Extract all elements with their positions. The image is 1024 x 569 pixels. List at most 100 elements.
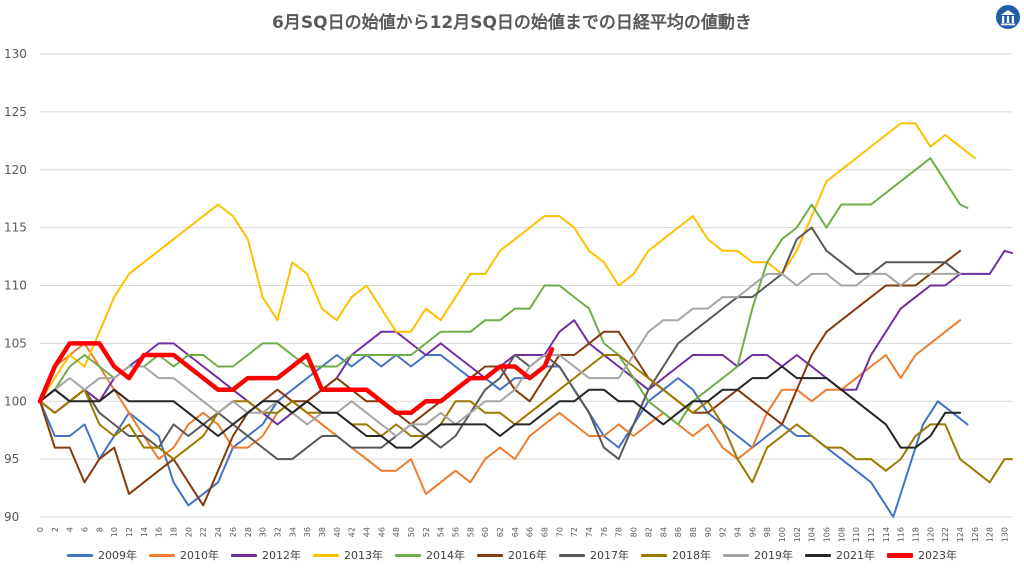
x-axis-ticks: 0 2 4 6 8 10 12 14 16 18 20 22 24 26 28 30 32 34 36 38 40 42 4… — [36, 527, 1010, 542]
x-tick-label: 122 — [941, 527, 950, 542]
x-tick-label: 18 — [170, 527, 179, 537]
legend-item: 2023年 — [887, 547, 957, 563]
x-tick-label: 28 — [244, 527, 253, 537]
x-tick-label: 20 — [184, 527, 193, 537]
legend-item: 2012年 — [231, 547, 301, 563]
x-tick-label: 64 — [511, 527, 520, 537]
grid-lines — [40, 53, 1012, 518]
x-tick-label: 126 — [971, 527, 980, 542]
x-tick-label: 118 — [912, 527, 921, 542]
series-line-7 — [39, 354, 1013, 484]
x-tick-label: 12 — [125, 527, 134, 537]
legend-swatch — [805, 553, 831, 557]
legend-label: 2023年 — [918, 549, 957, 562]
x-tick-label: 56 — [452, 527, 461, 537]
y-tick-label: 125 — [4, 105, 27, 119]
legend-item: 2021年 — [805, 547, 875, 563]
legend-label: 2016年 — [508, 549, 547, 562]
x-tick-label: 30 — [259, 527, 268, 537]
x-tick-label: 6 — [81, 527, 90, 532]
series-line-4 — [39, 157, 969, 426]
x-tick-label: 42 — [348, 527, 357, 537]
x-tick-label: 34 — [288, 527, 297, 537]
series-line-2 — [39, 249, 1013, 426]
legend-label: 2019年 — [754, 549, 793, 562]
x-tick-label: 32 — [273, 527, 282, 537]
x-tick-label: 72 — [570, 527, 579, 537]
x-tick-label: 24 — [214, 527, 223, 537]
x-tick-label: 54 — [437, 527, 446, 537]
legend-label: 2013年 — [344, 549, 383, 562]
x-tick-label: 110 — [852, 527, 861, 542]
x-tick-label: 94 — [733, 527, 742, 537]
x-tick-label: 26 — [229, 527, 238, 537]
y-tick-label: 95 — [4, 452, 19, 466]
y-tick-label: 115 — [4, 221, 27, 235]
x-tick-label: 128 — [986, 527, 995, 542]
series-lines — [37, 122, 1013, 518]
x-tick-label: 74 — [585, 527, 594, 537]
series-line-8 — [39, 272, 962, 437]
x-tick-label: 120 — [926, 527, 935, 542]
x-tick-label: 66 — [526, 527, 535, 537]
x-tick-label: 88 — [689, 527, 698, 537]
legend-item: 2014年 — [395, 547, 465, 563]
legend-item: 2016年 — [477, 547, 547, 563]
legend-item: 2018年 — [641, 547, 711, 563]
x-tick-label: 60 — [481, 527, 490, 537]
x-tick-label: 52 — [422, 527, 431, 537]
series-line-3 — [39, 122, 976, 403]
x-tick-label: 98 — [763, 527, 772, 537]
legend-label: 2014年 — [426, 549, 465, 562]
x-tick-label: 44 — [362, 527, 371, 537]
legend-item: 2009年 — [67, 547, 137, 563]
legend-label: 2017年 — [590, 549, 629, 562]
legend-swatch — [887, 552, 913, 558]
x-tick-label: 78 — [615, 527, 624, 537]
chart-title: 6月SQ日の始値から12月SQ日の始値までの日経平均の値動き — [272, 13, 752, 33]
x-tick-label: 8 — [95, 527, 104, 532]
y-tick-label: 90 — [4, 510, 19, 524]
series-line-6 — [39, 226, 962, 461]
legend-label: 2021年 — [836, 549, 875, 562]
x-tick-label: 68 — [541, 527, 550, 537]
x-tick-label: 114 — [882, 527, 891, 542]
x-tick-label: 22 — [199, 527, 208, 537]
legend-swatch — [641, 553, 667, 557]
x-tick-label: 104 — [808, 527, 817, 542]
x-tick-label: 46 — [377, 527, 386, 537]
x-tick-label: 124 — [956, 527, 965, 542]
x-tick-label: 92 — [719, 527, 728, 537]
legend-swatch — [723, 553, 749, 557]
x-tick-label: 108 — [837, 527, 846, 542]
y-tick-label: 130 — [4, 47, 27, 61]
legend-swatch — [559, 553, 585, 557]
x-tick-label: 112 — [867, 527, 876, 542]
x-tick-label: 86 — [674, 527, 683, 537]
legend: 2009年 2010年 2012年 2013年 2014年 2016年 2017年 2018年… — [0, 547, 1024, 563]
x-tick-label: 4 — [66, 527, 75, 532]
x-tick-label: 100 — [778, 527, 787, 542]
x-tick-label: 40 — [333, 527, 342, 537]
x-tick-label: 80 — [630, 527, 639, 537]
x-tick-label: 36 — [303, 527, 312, 537]
x-tick-label: 50 — [407, 527, 416, 537]
legend-label: 2012年 — [262, 549, 301, 562]
x-tick-label: 96 — [748, 527, 757, 537]
x-tick-label: 62 — [496, 527, 505, 537]
legend-swatch — [67, 553, 93, 557]
series-line-9 — [39, 365, 962, 449]
y-tick-label: 110 — [4, 279, 27, 293]
x-tick-label: 16 — [155, 527, 164, 537]
legend-swatch — [477, 553, 503, 557]
x-tick-label: 70 — [555, 527, 564, 537]
x-tick-label: 10 — [110, 527, 119, 537]
x-tick-label: 130 — [1001, 527, 1010, 542]
legend-label: 2009年 — [98, 549, 137, 562]
x-tick-label: 2 — [51, 527, 60, 532]
x-tick-label: 58 — [466, 527, 475, 537]
x-tick-label: 82 — [644, 527, 653, 537]
x-tick-label: 106 — [823, 527, 832, 542]
y-axis-ticks: 90 95 100 105 110 115 120 125 130 — [4, 47, 27, 524]
